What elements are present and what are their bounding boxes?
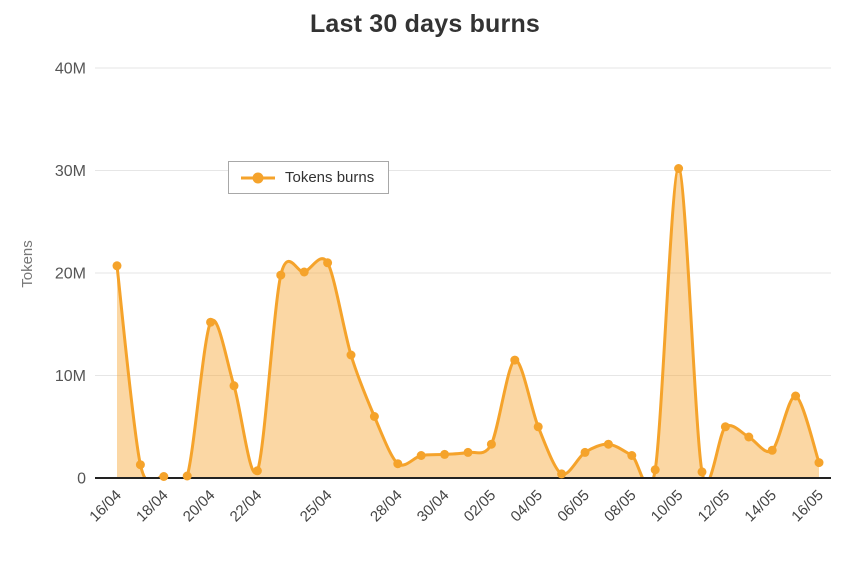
svg-text:22/04: 22/04 <box>227 487 266 526</box>
svg-text:40M: 40M <box>55 61 86 78</box>
svg-text:30/04: 30/04 <box>414 487 453 526</box>
legend-circle-icon <box>252 172 264 183</box>
data-point[interactable] <box>486 439 496 449</box>
data-point[interactable] <box>533 422 543 432</box>
svg-text:06/05: 06/05 <box>554 487 593 526</box>
data-point[interactable] <box>159 472 169 481</box>
svg-text:14/05: 14/05 <box>741 487 780 526</box>
svg-text:10M: 10M <box>55 368 86 385</box>
data-point[interactable] <box>744 432 754 442</box>
data-point[interactable] <box>650 465 660 475</box>
data-point[interactable] <box>393 459 403 469</box>
data-points <box>112 164 824 481</box>
data-point[interactable] <box>697 467 707 477</box>
data-point[interactable] <box>299 267 309 277</box>
svg-text:12/05: 12/05 <box>695 487 734 526</box>
data-point[interactable] <box>510 355 520 365</box>
y-axis-title: Tokens <box>19 240 36 288</box>
data-point[interactable] <box>767 445 777 455</box>
data-point[interactable] <box>603 439 613 449</box>
y-gridlines <box>95 67 831 376</box>
svg-text:30M: 30M <box>55 163 86 180</box>
data-point[interactable] <box>323 258 333 268</box>
svg-text:25/04: 25/04 <box>297 487 336 526</box>
data-point[interactable] <box>182 471 192 481</box>
data-point[interactable] <box>463 447 473 457</box>
data-point[interactable] <box>135 460 145 470</box>
data-point[interactable] <box>720 422 730 432</box>
svg-text:0: 0 <box>77 471 86 488</box>
data-point[interactable] <box>369 412 379 421</box>
data-point[interactable] <box>557 469 567 479</box>
svg-text:28/04: 28/04 <box>367 487 406 526</box>
svg-text:16/05: 16/05 <box>788 487 827 526</box>
data-point[interactable] <box>580 447 590 457</box>
chart-title: Last 30 days burns <box>309 10 541 38</box>
data-point[interactable] <box>791 391 801 401</box>
svg-text:20/04: 20/04 <box>180 487 219 526</box>
data-point[interactable] <box>346 350 356 360</box>
svg-text:08/05: 08/05 <box>601 487 640 526</box>
data-point[interactable] <box>416 451 426 460</box>
data-point[interactable] <box>440 449 450 459</box>
x-axis-tick-labels: 16/04 18/04 20/04 22/04 25/04 28/04 30/04 02/05… <box>86 487 827 526</box>
data-point[interactable] <box>229 381 239 391</box>
data-point[interactable] <box>627 451 637 460</box>
svg-text:04/05: 04/05 <box>507 487 546 526</box>
data-point[interactable] <box>276 270 286 280</box>
area-fill <box>117 168 819 478</box>
svg-text:20M: 20M <box>55 266 86 283</box>
legend-point-marker <box>240 171 276 185</box>
legend-label: Tokens burns <box>285 169 375 186</box>
svg-text:10/05: 10/05 <box>648 487 687 526</box>
svg-text:02/05: 02/05 <box>461 487 500 526</box>
data-point[interactable] <box>814 458 824 468</box>
data-point[interactable] <box>252 466 262 476</box>
y-axis-tick-labels: 0 10M 20M 30M 40M <box>55 61 86 488</box>
data-point[interactable] <box>112 261 122 271</box>
data-point[interactable] <box>674 164 684 173</box>
svg-text:18/04: 18/04 <box>133 487 172 526</box>
data-point[interactable] <box>206 317 216 327</box>
svg-text:16/04: 16/04 <box>86 487 125 526</box>
legend[interactable]: Tokens burns <box>228 161 390 194</box>
